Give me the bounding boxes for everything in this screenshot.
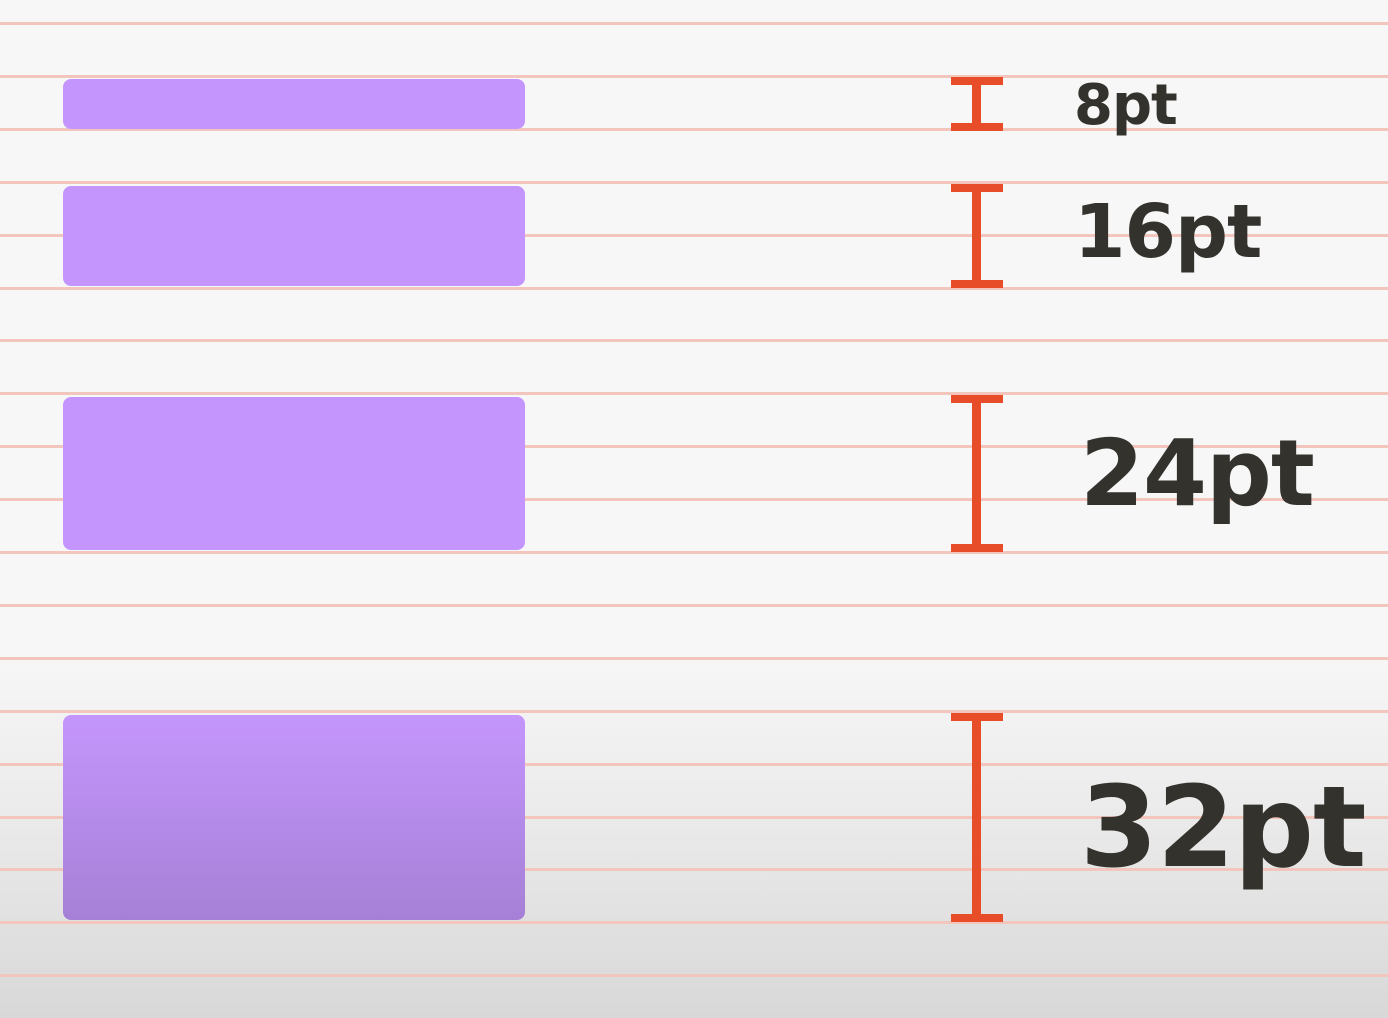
spacing-block-8pt: [63, 79, 525, 129]
spacing-block-16pt: [63, 186, 525, 286]
grid-line: [0, 551, 1388, 554]
grid-line: [0, 128, 1388, 131]
grid-line: [0, 181, 1388, 184]
grid-line: [0, 868, 1388, 871]
bracket-stem: [972, 77, 981, 131]
grid-line: [0, 498, 1388, 501]
grid-line: [0, 710, 1388, 713]
grid-line: [0, 763, 1388, 766]
grid-line: [0, 974, 1388, 977]
spacing-label-32pt: 32pt: [1080, 763, 1367, 893]
height-bracket-24pt: [951, 395, 1003, 552]
spacing-label-8pt: 8pt: [1074, 73, 1178, 138]
spacing-block-32pt: [63, 715, 525, 920]
grid-line: [0, 816, 1388, 819]
bracket-stem: [972, 184, 981, 288]
bracket-cap-bottom: [951, 123, 1003, 131]
grid-line: [0, 22, 1388, 25]
bracket-stem: [972, 713, 981, 922]
grid-line: [0, 921, 1388, 924]
bracket-cap-bottom: [951, 914, 1003, 922]
height-bracket-32pt: [951, 713, 1003, 922]
height-bracket-8pt: [951, 77, 1003, 131]
grid-line: [0, 234, 1388, 237]
bracket-cap-bottom: [951, 544, 1003, 552]
spacing-block-24pt: [63, 397, 525, 550]
spacing-label-24pt: 24pt: [1080, 420, 1315, 527]
grid-line: [0, 339, 1388, 342]
grid-line: [0, 75, 1388, 78]
spacing-label-16pt: 16pt: [1074, 189, 1262, 275]
grid-line: [0, 287, 1388, 290]
grid-line: [0, 604, 1388, 607]
bracket-cap-bottom: [951, 280, 1003, 288]
height-bracket-16pt: [951, 184, 1003, 288]
grid-line: [0, 392, 1388, 395]
bracket-stem: [972, 395, 981, 552]
grid-line: [0, 657, 1388, 660]
grid-line: [0, 445, 1388, 448]
